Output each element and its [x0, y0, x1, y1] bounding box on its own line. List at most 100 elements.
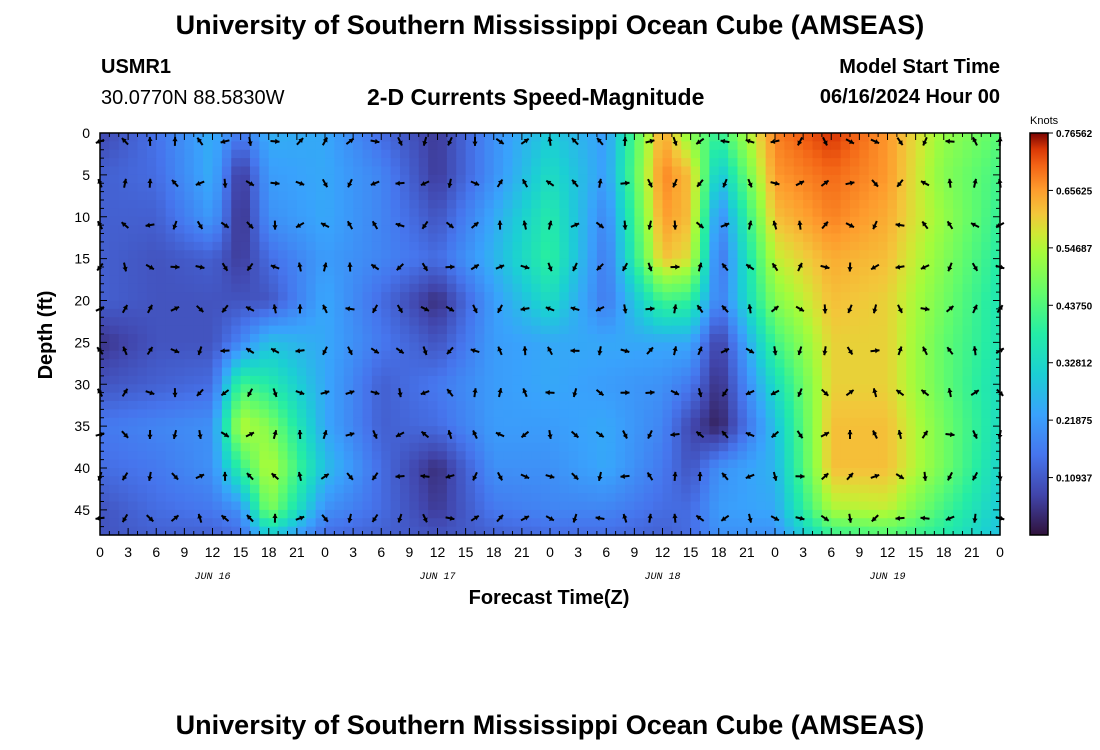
- heatmap-cell: [643, 417, 654, 427]
- heatmap-cell: [231, 476, 242, 486]
- heatmap-cell: [165, 275, 176, 285]
- heatmap-cell: [550, 308, 560, 318]
- heatmap-cell: [287, 325, 298, 335]
- heatmap-cell: [221, 442, 232, 452]
- current-arrow: [172, 388, 178, 398]
- heatmap-cell: [334, 258, 345, 268]
- heatmap-cell: [943, 200, 954, 209]
- heatmap-cell: [296, 434, 307, 444]
- heatmap-cell: [362, 350, 373, 360]
- heatmap-cell: [400, 141, 410, 151]
- heatmap-cell: [325, 317, 335, 327]
- heatmap-cell: [793, 417, 804, 427]
- heatmap-cell: [568, 141, 579, 151]
- heatmap-cell: [193, 367, 204, 377]
- heatmap-cell: [184, 484, 195, 494]
- heatmap-cell: [831, 166, 842, 176]
- heatmap-cell: [765, 183, 776, 193]
- heatmap-cell: [906, 334, 917, 343]
- heatmap-cell: [625, 208, 635, 218]
- heatmap-cell: [475, 334, 485, 343]
- heatmap-cell: [700, 283, 710, 293]
- heatmap-cell: [531, 200, 542, 209]
- heatmap-cell: [915, 434, 926, 444]
- current-arrow: [472, 471, 478, 481]
- heatmap-cell: [906, 468, 917, 477]
- heatmap-cell: [184, 141, 195, 151]
- heatmap-cell: [643, 509, 654, 519]
- heatmap-cell: [559, 409, 570, 419]
- heatmap-cell: [793, 275, 804, 285]
- heatmap-cell: [878, 141, 889, 151]
- heatmap-cell: [784, 216, 795, 226]
- current-arrow: [897, 429, 903, 440]
- heatmap-cell: [615, 401, 626, 410]
- heatmap-cell: [259, 174, 270, 184]
- heatmap-cell: [587, 158, 598, 168]
- heatmap-cell: [690, 308, 701, 318]
- heatmap-cell: [671, 417, 682, 427]
- heatmap-cell: [943, 158, 954, 168]
- heatmap-cell: [137, 509, 148, 519]
- heatmap-cell: [306, 275, 317, 285]
- heatmap-cell: [868, 434, 879, 444]
- heatmap-cell: [203, 258, 214, 268]
- heatmap-cell: [212, 174, 223, 184]
- heatmap-cell: [446, 267, 457, 276]
- heatmap-cell: [746, 208, 757, 218]
- heatmap-cell: [446, 275, 457, 285]
- heatmap-cell: [606, 392, 617, 402]
- heatmap-cell: [812, 216, 823, 226]
- heatmap-cell: [606, 359, 617, 369]
- heatmap-cell: [484, 166, 495, 176]
- heatmap-cell: [793, 258, 804, 268]
- heatmap-cell: [146, 133, 157, 142]
- heatmap-cell: [887, 283, 898, 293]
- heatmap-cell: [746, 409, 757, 419]
- current-arrow: [645, 306, 655, 312]
- heatmap-cell: [831, 200, 842, 209]
- heatmap-cell: [334, 241, 345, 251]
- heatmap-cell: [437, 359, 448, 369]
- heatmap-cell: [840, 442, 851, 452]
- heatmap-cell: [484, 501, 495, 511]
- heatmap-cell: [446, 225, 457, 235]
- heatmap-cell: [981, 451, 992, 461]
- heatmap-cell: [371, 317, 382, 327]
- heatmap-cell: [193, 417, 204, 427]
- heatmap-cell: [268, 241, 279, 251]
- heatmap-cell: [793, 208, 804, 218]
- heatmap-cell: [503, 342, 514, 352]
- heatmap-cell: [615, 442, 626, 452]
- heatmap-cell: [615, 493, 626, 503]
- heatmap-cell: [156, 518, 167, 528]
- heatmap-cell: [915, 208, 926, 218]
- heatmap-cell: [381, 149, 392, 159]
- heatmap-cell: [437, 384, 448, 394]
- heatmap-cell: [531, 509, 542, 519]
- heatmap-cell: [306, 359, 317, 369]
- heatmap-cell: [418, 208, 429, 218]
- heatmap-cell: [409, 342, 420, 352]
- current-arrow: [697, 346, 703, 356]
- heatmap-cell: [278, 359, 289, 369]
- heatmap-cell: [446, 476, 457, 486]
- heatmap-cell: [681, 292, 692, 302]
- heatmap-cell: [859, 149, 870, 159]
- heatmap-cell: [156, 233, 167, 243]
- heatmap-cell: [503, 493, 514, 503]
- heatmap-cell: [737, 426, 748, 436]
- heatmap-cell: [831, 459, 842, 469]
- heatmap-cell: [268, 183, 279, 193]
- heatmap-cell: [625, 375, 635, 385]
- heatmap-cell: [587, 283, 598, 293]
- heatmap-cell: [390, 518, 401, 528]
- heatmap-cell: [109, 200, 120, 209]
- heatmap-cell: [643, 359, 654, 369]
- heatmap-cell: [943, 484, 954, 494]
- heatmap-cell: [990, 292, 1001, 302]
- heatmap-cell: [812, 183, 823, 193]
- heatmap-cell: [596, 426, 607, 436]
- heatmap-cell: [793, 493, 804, 503]
- heatmap-cell: [325, 275, 335, 285]
